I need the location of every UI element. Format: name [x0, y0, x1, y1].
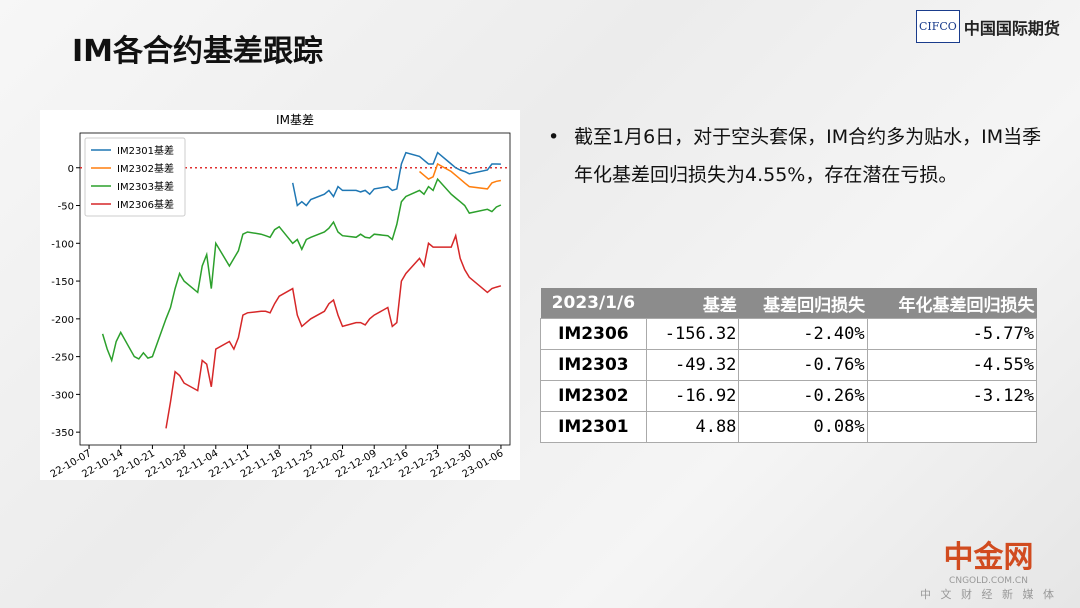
legend-label: IM2306基差	[117, 198, 174, 211]
logo-mark: CIFCO	[916, 10, 960, 43]
slide-title: IM各合约基差跟踪	[72, 34, 324, 69]
legend-label: IM2301基差	[117, 144, 174, 157]
series-line	[419, 162, 502, 190]
header-row: 2023/1/6 基差 基差回归损失 年化基差回归损失	[540, 288, 1037, 319]
header-cell: 基差	[646, 288, 739, 319]
table-cell: IM2302	[540, 380, 647, 412]
series-line	[101, 177, 502, 363]
table-cell: -0.76%	[738, 349, 868, 381]
watermark-slogan: 中 文 财 经 新 媒 体	[920, 588, 1057, 601]
table-cell: -5.77%	[866, 318, 1038, 350]
watermark-site: CNGOLD.COM.CN	[949, 576, 1028, 586]
y-tick-label: -300	[51, 390, 74, 401]
y-tick-label: -200	[51, 315, 74, 326]
table-cell: 4.88	[645, 411, 740, 443]
table-cell: -4.55%	[866, 349, 1038, 381]
table-cell: -16.92	[645, 380, 740, 412]
header-cell: 2023/1/6	[540, 288, 647, 319]
legend-box	[84, 137, 186, 217]
y-tick-label: -50	[58, 202, 74, 213]
watermark-name: 中金网	[943, 540, 1034, 575]
watermark: 中金网 CNGOLD.COM.CN 中 文 财 经 新 媒 体	[920, 532, 1057, 602]
series-line	[165, 233, 502, 429]
legend-label: IM2302基差	[117, 162, 174, 175]
table-cell: IM2306	[540, 318, 647, 350]
table-cell: IM2301	[540, 411, 647, 443]
table-cell: -2.40%	[738, 318, 868, 350]
legend-label: IM2303基差	[117, 180, 174, 193]
table-cell: IM2303	[540, 349, 647, 381]
chart-title: IM基差	[276, 113, 314, 127]
table-cell: -156.32	[645, 318, 740, 350]
y-tick-label: -350	[51, 428, 74, 439]
table-row: IM2306 -156.32 -2.40% -5.77%	[540, 318, 1038, 350]
header-cell: 年化基差回归损失	[867, 288, 1037, 319]
basis-table: 2023/1/6 基差 基差回归损失 年化基差回归损失 IM2306 -156.32 -2.…	[540, 288, 1038, 443]
table-row: IM2302 -16.92 -0.26% -3.12%	[540, 380, 1038, 412]
table-cell	[866, 411, 1038, 443]
table-row: IM2303 -49.32 -0.76% -4.55%	[540, 349, 1038, 381]
plot-frame	[79, 132, 511, 446]
y-tick-label: 0	[68, 164, 74, 175]
table-cell: 0.08%	[738, 411, 868, 443]
y-tick-label: -150	[51, 277, 74, 288]
table-cell: -0.26%	[738, 380, 868, 412]
series-line	[291, 151, 501, 207]
table-cell: -49.32	[645, 349, 740, 381]
chart: IM基差0-50-100-150-200-250-300-35022-10-07…	[40, 110, 520, 480]
logo-name: 中国国际期货	[963, 18, 1060, 38]
table-row: IM2301 4.88 0.08%	[540, 411, 1038, 443]
logo: CIFCO 中国国际期货	[916, 10, 1060, 43]
y-tick-label: -250	[51, 353, 74, 364]
y-tick-label: -100	[51, 239, 74, 250]
table-cell: -3.12%	[866, 380, 1038, 412]
bullet-text: 截至1月6日，对于空头套保，IM合约多为贴水，IM当季年化基差回归损失为4.55…	[548, 118, 1044, 194]
header-cell: 基差回归损失	[738, 288, 868, 319]
